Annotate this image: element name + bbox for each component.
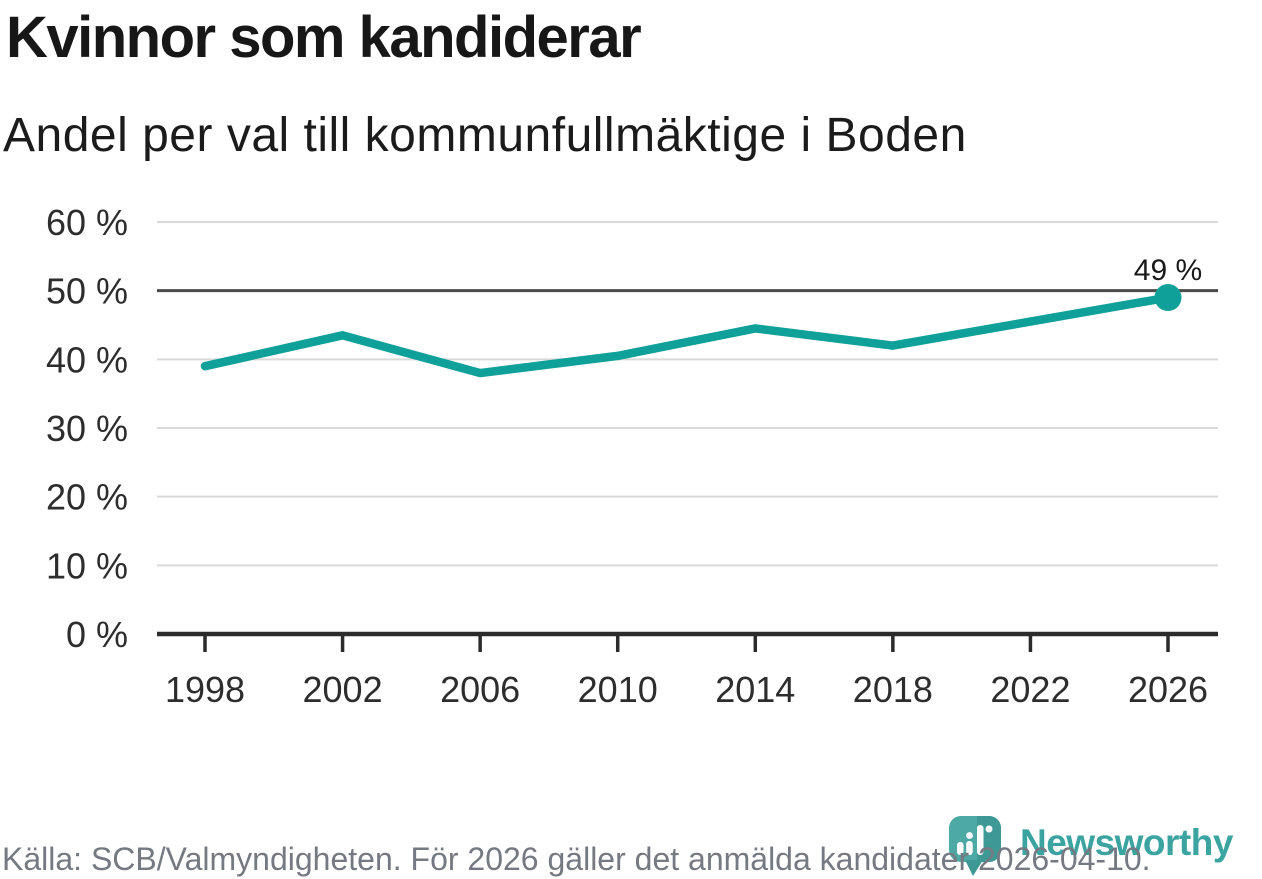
y-axis-label: 60 % <box>46 202 128 243</box>
x-axis-label: 2014 <box>715 669 795 710</box>
end-point-marker <box>1154 284 1182 312</box>
source-note: Källa: SCB/Valmyndigheten. För 2026 gäll… <box>2 841 1151 877</box>
x-axis-label: 2018 <box>853 669 933 710</box>
end-value-annotation: 49 % <box>1134 254 1202 287</box>
y-axis-label: 50 % <box>46 271 128 312</box>
y-axis-label: 40 % <box>46 339 128 380</box>
x-axis-label: 2010 <box>578 669 658 710</box>
x-axis-label: 2006 <box>440 669 520 710</box>
y-axis-label: 20 % <box>46 477 128 518</box>
x-axis-label: 2022 <box>990 669 1070 710</box>
x-axis-label: 1998 <box>165 669 245 710</box>
x-axis-label: 2002 <box>303 669 383 710</box>
x-axis-label: 2026 <box>1128 669 1208 710</box>
y-axis-label: 0 % <box>66 614 128 655</box>
series-line <box>200 293 1173 378</box>
y-axis-label: 30 % <box>46 408 128 449</box>
line-chart: 0 % 10 % 20 % 30 % 40 % 50 % 60 % 1998 2002 2006 2… <box>46 202 1218 710</box>
chart-title: Kvinnor som kandiderar <box>6 5 642 70</box>
chart-subtitle: Andel per val till kommunfullmäktige i B… <box>3 109 967 162</box>
y-axis-label: 10 % <box>46 545 128 586</box>
